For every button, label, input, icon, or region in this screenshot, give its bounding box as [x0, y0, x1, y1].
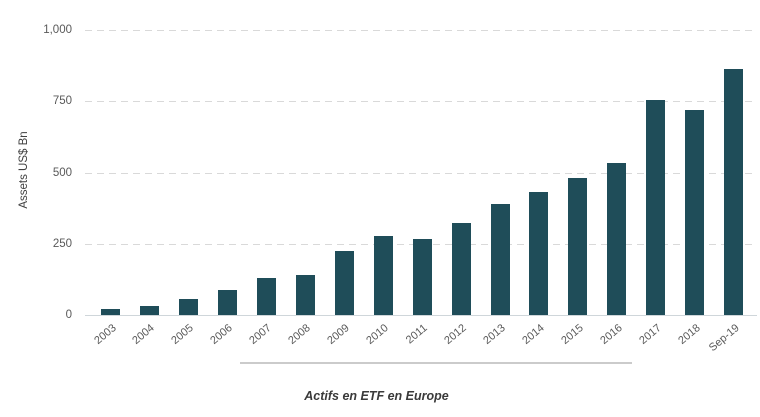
bar-Sep-19 — [724, 69, 744, 315]
chart-caption: Actifs en ETF en Europe — [304, 389, 449, 403]
y-tick-label-250: 250 — [52, 237, 72, 250]
bar-2013 — [490, 204, 510, 315]
bar-2006 — [217, 289, 237, 315]
y-tick-label-1000: 1,000 — [43, 24, 72, 36]
y-tick-label-500: 500 — [52, 166, 72, 179]
bar-2011 — [412, 239, 432, 315]
gridline-750 — [85, 101, 757, 103]
bar-2009 — [334, 251, 354, 315]
y-tick-label-750: 750 — [52, 95, 72, 108]
gridline-1000 — [85, 30, 757, 31]
bar-2016 — [607, 162, 627, 315]
bar-2008 — [295, 275, 315, 315]
bar-2007 — [256, 277, 276, 315]
bar-2004 — [139, 305, 159, 315]
bar-2003 — [101, 309, 120, 315]
x-axis-underline-2007-2016 — [240, 362, 632, 364]
bar-2015 — [568, 177, 588, 315]
bar-2010 — [373, 236, 393, 315]
bar-2012 — [451, 222, 471, 315]
bar-2014 — [529, 191, 549, 315]
bar-2017 — [646, 100, 666, 315]
bar-2018 — [685, 109, 705, 315]
y-tick-label-0: 0 — [65, 309, 72, 321]
gridline-0 — [85, 315, 757, 316]
gridline-500 — [85, 172, 757, 174]
bar-2005 — [178, 299, 198, 315]
